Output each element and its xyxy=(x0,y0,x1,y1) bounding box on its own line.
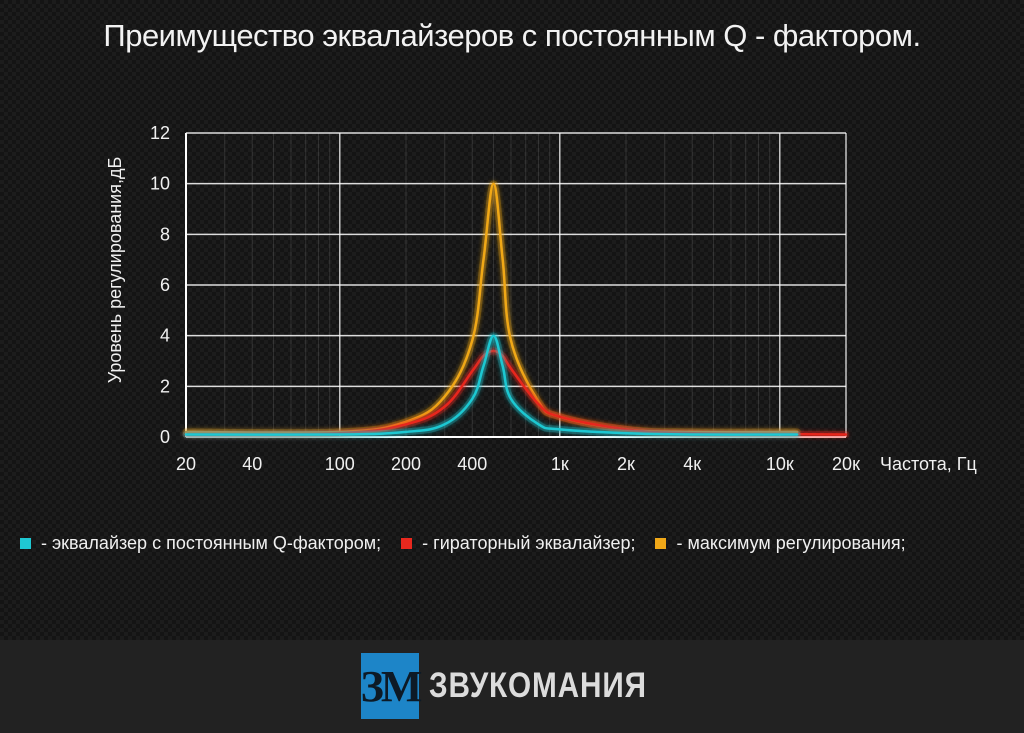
y-tick-label: 8 xyxy=(160,224,170,244)
legend-item-gyrator: - гираторный эквалайзер; xyxy=(401,533,635,554)
legend-item-constant-q: - эквалайзер с постоянным Q-фактором; xyxy=(20,533,381,554)
legend-item-max: - максимум регулирования; xyxy=(655,532,906,554)
legend-label: - эквалайзер с постоянным Q-фактором; xyxy=(41,532,382,553)
y-tick-label: 2 xyxy=(160,376,170,396)
x-tick-label: 100 xyxy=(325,454,355,474)
x-tick-label: 40 xyxy=(242,454,262,474)
logo-text: ЗВУКОМАНИЯ xyxy=(429,666,647,705)
y-tick-label: 10 xyxy=(150,174,170,194)
legend-swatch-orange xyxy=(655,537,667,549)
y-tick-label: 0 xyxy=(160,427,170,447)
legend-label: - гираторный эквалайзер; xyxy=(422,532,636,553)
legend-label: - максимум регулирования; xyxy=(676,532,906,553)
x-tick-label: 10к xyxy=(766,454,794,474)
y-tick-label: 12 xyxy=(150,123,170,143)
y-tick-label: 4 xyxy=(160,326,170,346)
x-tick-label: 4к xyxy=(683,454,701,474)
legend-swatch-cyan xyxy=(20,537,31,549)
series-line-constant-q xyxy=(184,334,799,436)
x-tick-label: 400 xyxy=(457,454,487,474)
x-tick-label: 1к xyxy=(551,454,569,474)
tick-labels: 0 2 4 6 8 10 12 20 40 100 200 400 1к 2к 4к 10к 20к xyxy=(150,123,860,474)
logo-mark: ЗМ xyxy=(361,653,422,719)
legend: - эквалайзер с постоянным Q-фактором; - … xyxy=(20,531,926,555)
series-line-max xyxy=(184,182,799,434)
legend-swatch-red xyxy=(401,537,413,549)
chart: 0 2 4 6 8 10 12 20 40 100 200 400 1к 2к 4к 10к 20к Часто… xyxy=(105,123,977,474)
logo[interactable]: ЗМ ЗВУКОМАНИЯ xyxy=(361,653,685,719)
chart-title: Преимущество эквалайзеров с постоянным Q… xyxy=(103,18,921,53)
major-grid xyxy=(185,132,847,438)
y-tick-label: 6 xyxy=(160,275,170,295)
x-tick-label: 2к xyxy=(617,454,635,474)
x-tick-label: 20 xyxy=(176,454,196,474)
series-glow xyxy=(182,180,801,437)
x-axis-label: Частота, Гц xyxy=(880,454,977,474)
series-layer xyxy=(182,180,850,439)
x-tick-label: 200 xyxy=(391,454,421,474)
y-axis-label: Уровень регулирования,дБ xyxy=(105,157,125,384)
footer: ЗМ ЗВУКОМАНИЯ xyxy=(0,640,1024,733)
x-tick-label: 20к xyxy=(832,454,860,474)
